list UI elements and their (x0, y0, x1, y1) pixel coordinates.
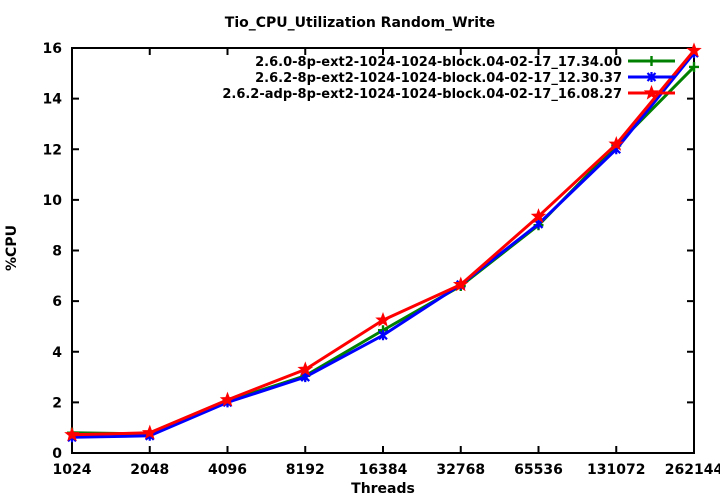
star-marker-icon (297, 361, 314, 377)
legend-label-2: 2.6.2-adp-8p-ext2-1024-1024-block.04-02-… (222, 87, 622, 102)
x-tick-label: 32768 (436, 462, 485, 478)
y-tick-label: 12 (43, 142, 62, 158)
star-marker-icon (530, 208, 547, 223)
x-tick-label: 131072 (587, 462, 645, 478)
y-axis-label: %CPU (4, 225, 20, 271)
star-marker-icon (375, 311, 391, 327)
series-line-2 (70, 49, 696, 437)
star-marker-icon (452, 276, 469, 292)
x-axis-label: Threads (351, 481, 415, 497)
x-tick-label: 4096 (208, 462, 247, 478)
plot-border (71, 47, 695, 454)
plus-marker-icon (646, 56, 657, 66)
star-marker-icon (219, 391, 236, 407)
star-marker-icon (643, 84, 660, 100)
star-marker-icon (686, 42, 702, 58)
x-tick-label: 16384 (359, 462, 408, 478)
asterisk-marker-icon (378, 330, 388, 341)
x-tick-label: 65536 (514, 462, 563, 478)
x-tick-label: 8192 (286, 462, 325, 478)
x-tick-label: 2048 (130, 462, 169, 478)
y-tick-label: 0 (52, 446, 62, 462)
x-tick-label: 262144 (665, 462, 720, 478)
y-tick-label: 2 (52, 395, 62, 411)
legend-label-0: 2.6.0-8p-ext2-1024-1024-block.04-02-17_1… (255, 55, 622, 70)
legend-label-1: 2.6.2-8p-ext2-1024-1024-block.04-02-17_1… (255, 71, 622, 86)
plus-marker-icon (689, 61, 699, 72)
asterisk-marker-icon (646, 72, 657, 82)
chart-title: Tio_CPU_Utilization Random_Write (225, 15, 495, 31)
y-tick-label: 14 (43, 92, 63, 108)
y-tick-label: 6 (52, 294, 62, 310)
y-tick-label: 10 (43, 193, 63, 209)
star-marker-icon (64, 426, 80, 442)
star-marker-icon (141, 424, 158, 440)
y-tick-label: 4 (52, 345, 62, 361)
series-line-0 (70, 65, 696, 436)
y-tick-label: 16 (43, 41, 62, 57)
y-tick-label: 8 (52, 244, 62, 260)
x-tick-label: 1024 (53, 462, 92, 478)
series-line-1 (70, 51, 696, 439)
star-marker-icon (608, 135, 625, 151)
